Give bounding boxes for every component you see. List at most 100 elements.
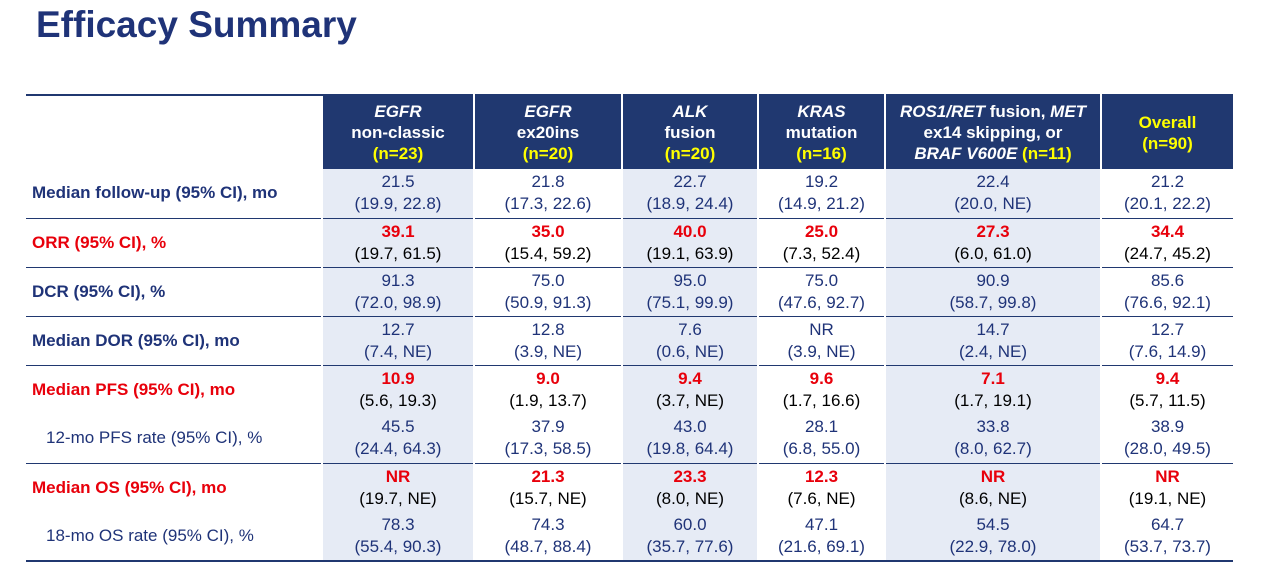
column-header-line: KRAS	[761, 101, 882, 122]
cell-ci: (8.6, NE)	[958, 488, 1028, 508]
column-header-text: ROS1/RET	[899, 102, 985, 121]
table-cell: 22.7 (18.9, 24.4)	[621, 169, 758, 218]
row-label: ORR (95% CI), %	[26, 217, 322, 267]
cell-ci: (17.3, 22.6)	[504, 194, 592, 214]
cell-ci: (58.7, 99.8)	[949, 292, 1037, 312]
table-cell: NR (19.1, NE)	[1100, 462, 1233, 512]
column-n-label: (n=20)	[664, 144, 716, 163]
cell-value: 12.8	[531, 319, 565, 339]
table-cell: 10.9 (5.6, 19.3)	[321, 364, 474, 414]
table-cell: 9.4 (5.7, 11.5)	[1100, 364, 1233, 414]
cell-value: 90.9	[976, 270, 1010, 290]
cell-value: NR	[980, 466, 1006, 486]
page-title: Efficacy Summary	[36, 4, 357, 45]
cell-value: 33.8	[976, 417, 1010, 437]
table-row: ORR (95% CI), % 39.1 (19.7, 61.5) 35.0 (15.4…	[26, 217, 1233, 267]
column-header-0: EGFR non-classic (n=23)	[321, 95, 474, 169]
column-header-line: fusion	[625, 122, 755, 143]
table-cell: 27.3 (6.0, 61.0)	[884, 217, 1101, 267]
cell-value: 75.0	[531, 270, 565, 290]
cell-ci: (7.3, 52.4)	[782, 243, 861, 263]
cell-ci: (20.1, 22.2)	[1124, 194, 1211, 214]
table-cell: 22.4 (20.0, NE)	[884, 169, 1101, 218]
column-header-line: ROS1/RET fusion, MET	[888, 101, 1098, 122]
cell-value: 12.7	[1150, 319, 1185, 339]
table-cell: 34.4 (24.7, 45.2)	[1100, 217, 1233, 267]
column-header-text: ALK	[672, 102, 708, 121]
cell-value: NR	[385, 466, 411, 486]
cell-ci: (48.7, 88.4)	[504, 537, 592, 556]
column-header-text: KRAS	[797, 102, 846, 121]
table-cell: 39.1 (19.7, 61.5)	[321, 217, 474, 267]
cell-ci: (19.8, 64.4)	[646, 439, 734, 459]
cell-ci: (24.7, 45.2)	[1124, 243, 1211, 263]
header-row: EGFR non-classic (n=23) EGFR ex20ins (n=20) AL…	[26, 94, 1233, 169]
cell-ci: (3.9, NE)	[787, 341, 856, 361]
table-cell: 25.0 (7.3, 52.4)	[757, 217, 885, 267]
table-cell: 74.3 (48.7, 88.4)	[473, 512, 622, 562]
column-header-5: Overall (n=90)	[1100, 95, 1233, 169]
column-header-text: mutation	[785, 123, 858, 142]
column-header-1: EGFR ex20ins (n=20)	[473, 95, 622, 169]
column-header-line: EGFR	[477, 101, 619, 122]
cell-value: 21.5	[381, 172, 415, 192]
table-cell: 9.4 (3.7, NE)	[621, 364, 758, 414]
cell-value: 21.3	[531, 466, 565, 486]
row-label: DCR (95% CI), %	[26, 266, 322, 316]
table-cell: NR (8.6, NE)	[884, 462, 1101, 512]
cell-value: 35.0	[531, 221, 565, 241]
table-cell: 21.2 (20.1, 22.2)	[1100, 169, 1233, 218]
cell-value: 7.6	[678, 319, 702, 339]
table-cell: 21.3 (15.7, NE)	[473, 462, 622, 512]
cell-ci: (28.0, 49.5)	[1124, 439, 1211, 459]
column-header-2: ALK fusion (n=20)	[621, 95, 758, 169]
column-header-text: Overall	[1138, 112, 1197, 132]
table-cell: 12.8 (3.9, NE)	[473, 315, 622, 365]
cell-value: 75.0	[804, 270, 839, 290]
cell-ci: (35.7, 77.6)	[646, 537, 734, 556]
cell-ci: (3.9, NE)	[513, 341, 583, 361]
table-cell: 45.5 (24.4, 64.3)	[321, 414, 474, 463]
table-cell: 12.7 (7.6, 14.9)	[1100, 315, 1233, 365]
table-cell: 37.9 (17.3, 58.5)	[473, 414, 622, 463]
table-cell: 90.9 (58.7, 99.8)	[884, 266, 1101, 316]
cell-value: 40.0	[673, 221, 707, 241]
cell-value: 21.8	[531, 172, 565, 192]
cell-value: 85.6	[1150, 270, 1185, 290]
table-row: Median follow-up (95% CI), mo 21.5 (19.9, …	[26, 169, 1233, 218]
table-row: Median OS (95% CI), mo NR (19.7, NE) 21.3 (1…	[26, 462, 1233, 512]
cell-value: 38.9	[1150, 417, 1185, 437]
cell-value: 78.3	[381, 515, 415, 534]
cell-value: 95.0	[673, 270, 707, 290]
table-cell: 21.8 (17.3, 22.6)	[473, 169, 622, 218]
cell-value: 9.6	[809, 368, 834, 388]
cell-ci: (19.1, NE)	[1128, 488, 1207, 508]
table-cell: 9.0 (1.9, 13.7)	[473, 364, 622, 414]
efficacy-table: EGFR non-classic (n=23) EGFR ex20ins (n=20) AL…	[26, 94, 1233, 562]
table-cell: 38.9 (28.0, 49.5)	[1100, 414, 1233, 463]
column-header-text: MET	[1050, 102, 1087, 121]
cell-value: 39.1	[381, 221, 415, 241]
cell-ci: (7.6, 14.9)	[1128, 341, 1207, 361]
cell-value: 60.0	[673, 515, 707, 534]
row-label: Median follow-up (95% CI), mo	[32, 183, 278, 203]
cell-ci: (15.4, 59.2)	[504, 243, 592, 263]
cell-value: NR	[1155, 466, 1180, 486]
table-row: Median PFS (95% CI), mo 10.9 (5.6, 19.3) 9.…	[26, 364, 1233, 414]
cell-ci: (19.7, 61.5)	[354, 243, 442, 263]
table-cell: 60.0 (35.7, 77.6)	[621, 512, 758, 562]
cell-ci: (2.4, NE)	[958, 341, 1028, 361]
table-cell: 75.0 (47.6, 92.7)	[757, 266, 885, 316]
cell-ci: (22.9, 78.0)	[949, 537, 1037, 556]
table-cell: 54.5 (22.9, 78.0)	[884, 512, 1101, 562]
column-header-4: ROS1/RET fusion, MET ex14 skipping, or BRA…	[884, 95, 1101, 169]
table-cell: 47.1 (21.6, 69.1)	[757, 512, 885, 562]
column-n-label: (n=23)	[372, 144, 424, 163]
cell-ci: (7.4, NE)	[363, 341, 433, 361]
cell-ci: (0.6, NE)	[655, 341, 725, 361]
cell-ci: (7.6, NE)	[787, 488, 856, 508]
cell-ci: (76.6, 92.1)	[1124, 292, 1211, 312]
column-header-line: Overall	[1104, 112, 1231, 133]
cell-ci: (47.6, 92.7)	[778, 292, 865, 312]
cell-value: 27.3	[976, 221, 1010, 241]
